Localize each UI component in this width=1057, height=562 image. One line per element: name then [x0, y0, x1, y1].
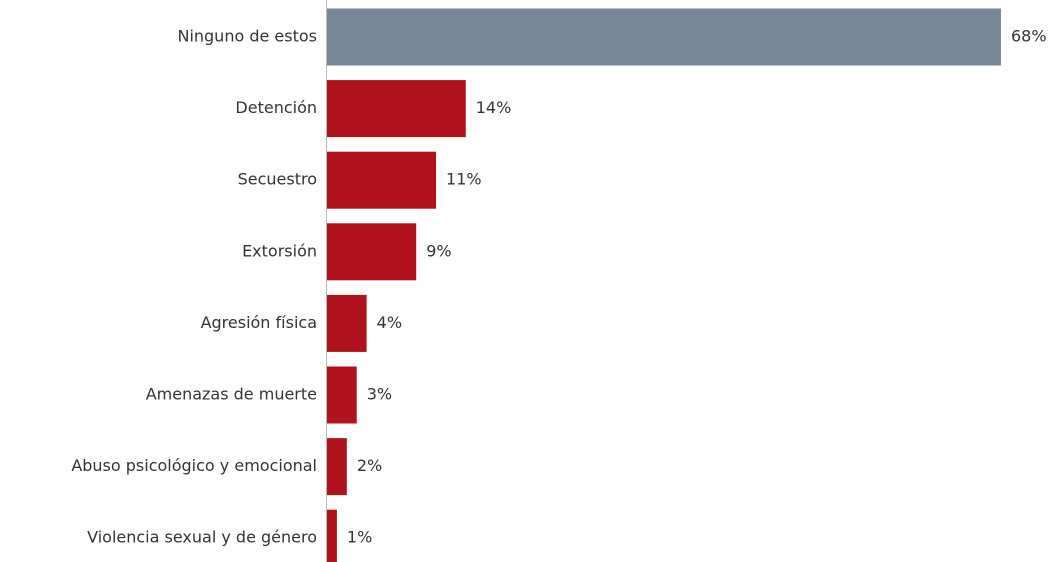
value-label: 1%	[347, 528, 372, 547]
bar	[327, 438, 347, 496]
category-label: Ninguno de estos	[177, 27, 317, 46]
value-label: 3%	[367, 385, 392, 404]
category-label: Detención	[235, 98, 317, 117]
bar	[327, 223, 417, 281]
category-label: Extorsión	[242, 241, 317, 260]
value-label: 4%	[377, 313, 402, 332]
value-label: 2%	[357, 456, 382, 475]
category-label: Amenazas de muerte	[146, 385, 317, 404]
bar	[327, 8, 1001, 66]
bar	[327, 366, 357, 424]
category-label: Violencia sexual y de género	[87, 528, 317, 547]
value-label: 11%	[446, 170, 482, 189]
bar	[327, 151, 437, 209]
bar	[327, 294, 367, 352]
category-label: Secuestro	[238, 170, 317, 189]
bar	[327, 509, 337, 562]
category-label: Agresión física	[201, 313, 317, 332]
value-label: 14%	[476, 98, 512, 117]
value-label: 9%	[426, 241, 451, 260]
value-label: 68%	[1011, 27, 1047, 46]
bar	[327, 80, 466, 138]
category-label: Abuso psicológico y emocional	[71, 456, 317, 475]
